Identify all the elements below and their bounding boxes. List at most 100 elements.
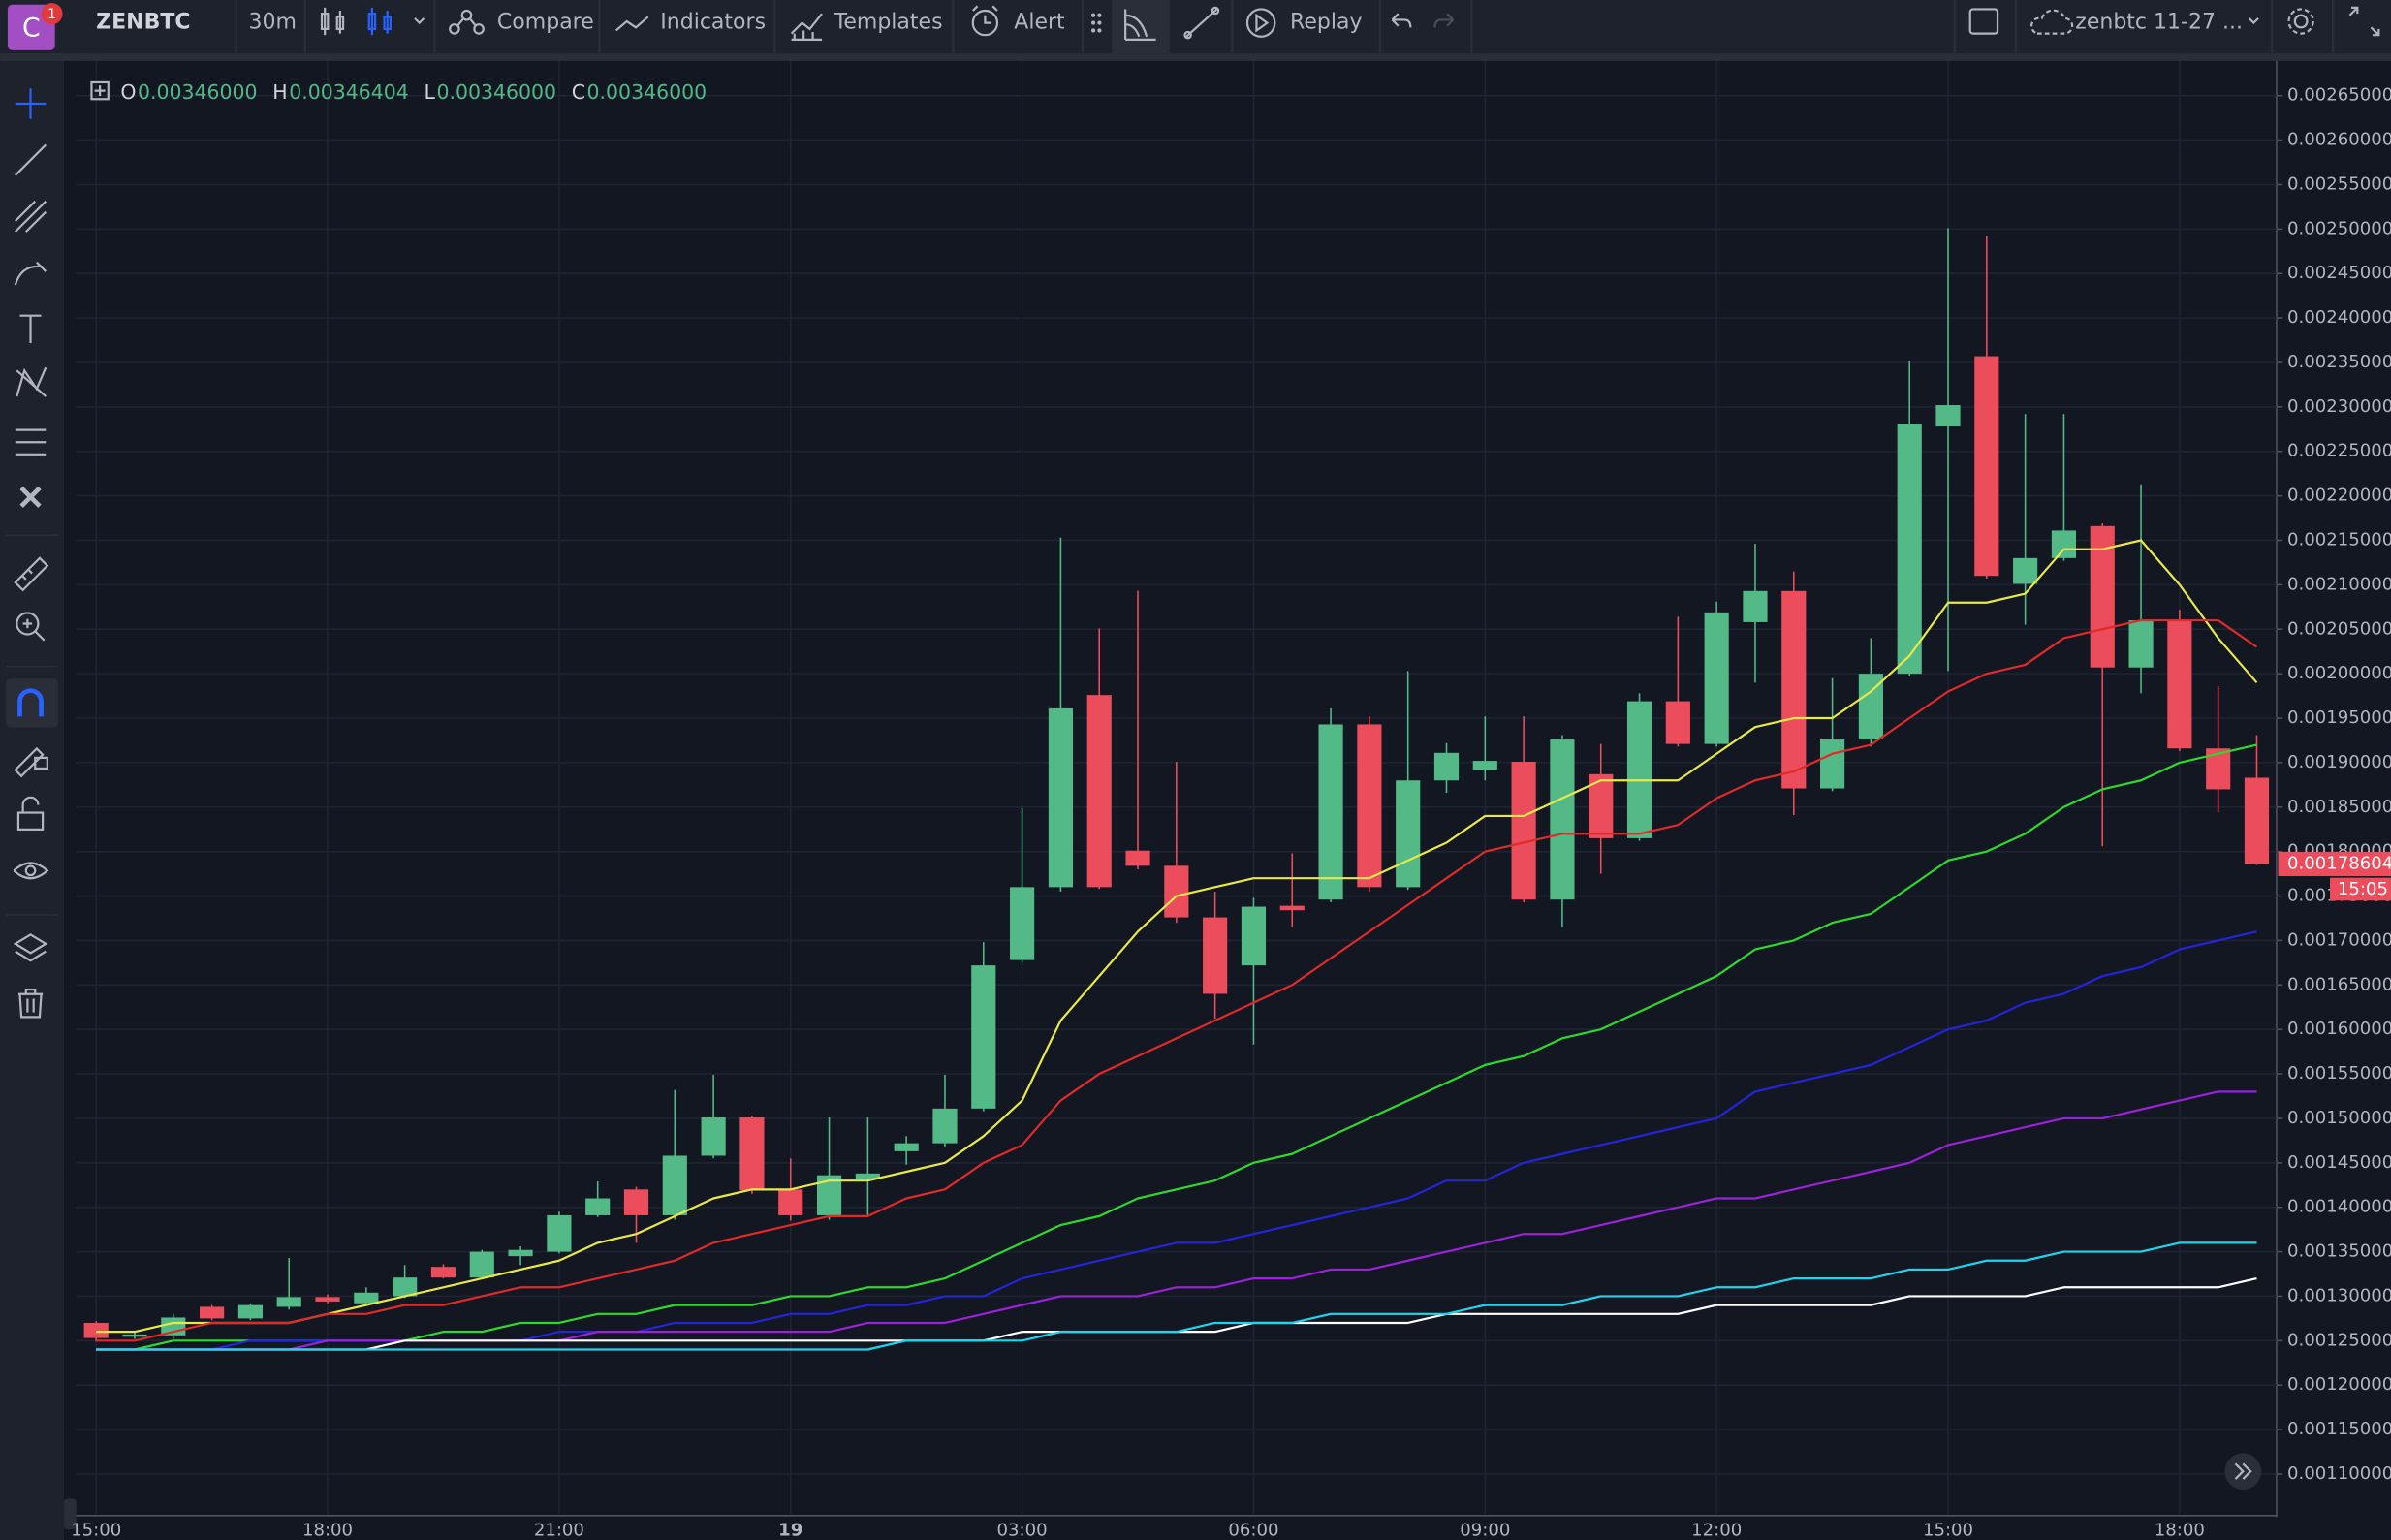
candle-body	[1164, 865, 1189, 918]
plot	[83, 228, 2270, 1351]
y-tick-label: 0.00200000	[2287, 663, 2391, 683]
x-tick-label: 06:00	[1228, 1521, 1278, 1540]
ma-line	[96, 618, 2258, 1342]
drawing-tools[interactable]	[14, 88, 47, 456]
interval[interactable]: 30m	[249, 11, 297, 35]
y-tick-label: 0.00255000	[2287, 173, 2391, 194]
candle-body	[430, 1267, 456, 1278]
undo-icon[interactable]	[1391, 13, 1412, 28]
left-toolbar	[0, 60, 65, 1540]
candle-body	[276, 1297, 301, 1307]
drag-handle[interactable]	[1091, 13, 1102, 33]
candle-body	[1433, 752, 1460, 781]
toolbar-border	[0, 53, 2391, 61]
candle-body	[1935, 405, 1961, 427]
templates-icon[interactable]	[790, 13, 823, 42]
y-tick-label: 0.00190000	[2287, 752, 2391, 772]
candle-body	[1241, 906, 1267, 966]
legend-value: 0.00346000	[138, 80, 258, 104]
left-gap	[64, 60, 77, 1540]
compare-icon[interactable]	[449, 9, 485, 35]
y-tick-label: 0.00250000	[2287, 218, 2391, 238]
indicators-button[interactable]: Indicators	[660, 11, 766, 35]
compare-button[interactable]: Compare	[497, 11, 594, 35]
alert-button[interactable]: Alert	[1014, 11, 1065, 35]
lock-tools[interactable]	[13, 746, 49, 880]
replay-button[interactable]: Replay	[1290, 11, 1362, 35]
candle-body	[1279, 905, 1305, 911]
countdown-tag	[2330, 877, 2391, 901]
y-tick-label: 0.00155000	[2287, 1063, 2391, 1084]
bar-style-icon[interactable]	[320, 7, 345, 36]
candle-body	[315, 1297, 340, 1302]
y-tick-label: 0.00170000	[2287, 929, 2391, 950]
y-tick-label: 0.00125000	[2287, 1330, 2391, 1350]
y-tick-label: 0.00120000	[2287, 1374, 2391, 1395]
active-tool-bg	[1111, 0, 1170, 54]
candle-body	[1318, 724, 1343, 900]
price-tag	[2278, 851, 2391, 877]
y-tick-label: 0.00185000	[2287, 797, 2391, 817]
candle-body	[2244, 777, 2270, 864]
candle-body	[200, 1306, 225, 1319]
candle-body	[469, 1251, 494, 1278]
magnet-icon[interactable]	[17, 688, 44, 717]
y-tick-label: 0.00130000	[2287, 1285, 2391, 1305]
alert-icon[interactable]	[971, 5, 999, 37]
indicators-icon[interactable]	[614, 16, 649, 32]
trend-icon[interactable]	[1185, 8, 1218, 38]
toolbar-separators	[235, 0, 2335, 54]
layer-tools[interactable]	[13, 933, 48, 1019]
scroll-icon	[2234, 1462, 2252, 1480]
legend-key: H	[272, 80, 287, 104]
remove-drawings[interactable]	[19, 486, 42, 508]
redo-icon[interactable]	[1433, 13, 1455, 28]
candle-body	[1665, 701, 1690, 744]
candle-body	[1357, 724, 1382, 888]
legend-toggle[interactable]	[90, 80, 110, 101]
avatar-letter: C	[22, 13, 41, 43]
cloud-icon[interactable]	[2030, 9, 2074, 35]
fullscreen-icon[interactable]	[2348, 6, 2380, 37]
candle-body	[508, 1249, 533, 1257]
settings-icon[interactable]	[2287, 8, 2314, 35]
replay-icon[interactable]	[1245, 8, 1276, 38]
candle-body	[83, 1322, 109, 1338]
fib-icon[interactable]	[1124, 9, 1156, 42]
templates-button[interactable]: Templates	[834, 11, 943, 35]
y-tick-label: 0.00115000	[2287, 1419, 2391, 1439]
axes: 0.00110000 0.00115000 0.00120000 0.00125000…	[71, 85, 2391, 1540]
candle-body	[1203, 917, 1228, 994]
dropdown-icon[interactable]	[414, 17, 425, 25]
y-tick-label: 0.00160000	[2287, 1019, 2391, 1039]
layout-icon[interactable]	[1968, 8, 1999, 35]
layout-name[interactable]: zenbtc 11-27 ...	[2075, 11, 2243, 35]
badge	[41, 3, 63, 25]
badge-count: 1	[47, 7, 56, 22]
candle-style-icon[interactable]	[367, 7, 392, 36]
layout-dropdown[interactable]	[2248, 17, 2259, 25]
y-tick-label: 0.00110000	[2287, 1463, 2391, 1484]
collapse-toolbar[interactable]	[64, 1498, 77, 1529]
candle-body	[2013, 557, 2038, 584]
ohlc-legend: O 0.00346000 H 0.00346404 L 0.00346000 C 0.0034…	[120, 80, 707, 104]
ma-line	[96, 743, 2257, 1351]
candle-body	[1511, 761, 1536, 900]
y-tick-label: 0.00150000	[2287, 1108, 2391, 1128]
y-tick-label: 0.00220000	[2287, 486, 2391, 506]
candle-body	[894, 1143, 919, 1151]
y-tick-label: 0.00140000	[2287, 1197, 2391, 1217]
y-tick-label: 0.00265000	[2287, 85, 2391, 106]
countdown-label: 15:05	[2338, 879, 2388, 899]
candle-body	[1125, 850, 1150, 866]
measure-tools[interactable]	[14, 556, 49, 642]
y-tick-label: 0.00145000	[2287, 1152, 2391, 1173]
y-tick-label: 0.00230000	[2287, 396, 2391, 417]
legend-key: C	[572, 80, 585, 104]
candle-body	[393, 1277, 418, 1297]
candle-body	[354, 1292, 379, 1304]
symbol[interactable]: ZENBTC	[96, 11, 190, 35]
legend-value: 0.00346000	[587, 80, 708, 104]
candle-body	[1396, 780, 1421, 888]
